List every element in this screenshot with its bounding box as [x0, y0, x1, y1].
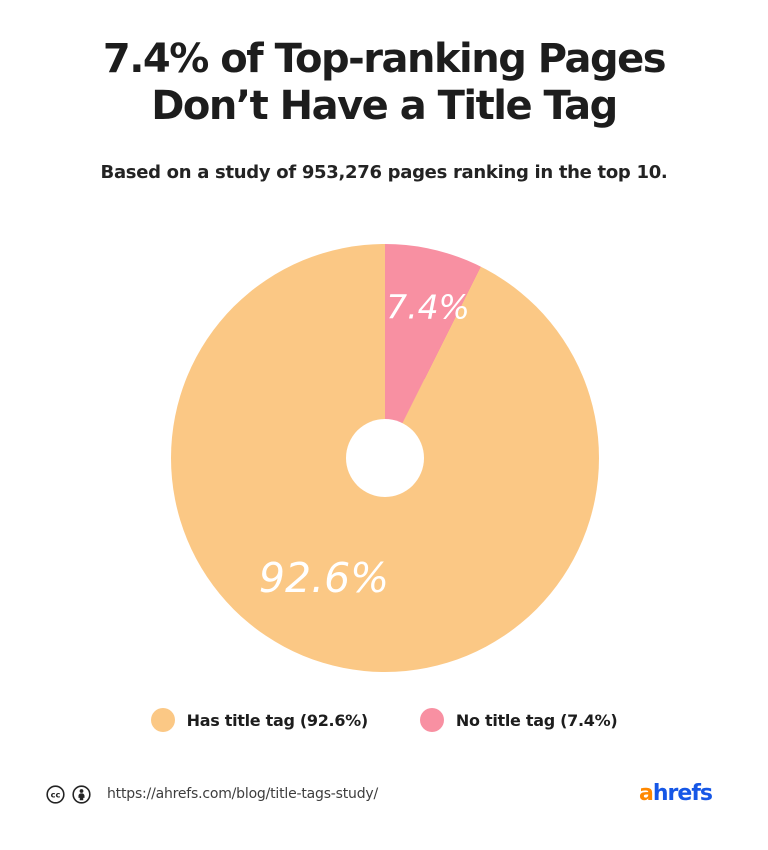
donut-hole — [346, 419, 424, 497]
ahrefs-logo-hrefs: hrefs — [652, 781, 713, 806]
legend-swatch-has-title-tag — [150, 708, 175, 732]
cc-by-icon — [72, 784, 91, 804]
ahrefs-logo: ahrefs — [639, 781, 713, 806]
legend-item-no-title-tag: No title tag (7.4%) — [419, 708, 618, 732]
chart-subtitle: Based on a study of 953,276 pages rankin… — [100, 162, 668, 183]
chart-title: 7.4% of Top-ranking Pages Don’t Have a Ti… — [0, 36, 768, 130]
legend: Has title tag (92.6%) No title tag (7.4%… — [0, 708, 768, 732]
chart-title-line1: 7.4% of Top-ranking Pages — [102, 36, 667, 82]
svg-text:cc: cc — [51, 789, 61, 799]
chart-title-line2: Don’t Have a Title Tag — [151, 83, 618, 130]
source-url-link[interactable]: https://ahrefs.com/blog/title-tags-study… — [107, 786, 379, 802]
legend-label-no-title-tag: No title tag (7.4%) — [455, 710, 618, 730]
slice-label-no-title-tag: 7.4% — [386, 287, 470, 327]
slice-label-has-title-tag: 92.6% — [258, 554, 390, 602]
legend-item-has-title-tag: Has title tag (92.6%) — [150, 708, 369, 732]
legend-swatch-no-title-tag — [419, 708, 444, 732]
donut-chart: 7.4% 92.6% — [171, 244, 599, 672]
ahrefs-logo-a: a — [639, 781, 654, 806]
cc-icon: cc — [46, 784, 65, 804]
footer: cc https://ahrefs.com/blog/title-tags-st… — [0, 776, 768, 812]
legend-label-has-title-tag: Has title tag (92.6%) — [186, 710, 369, 730]
license-attribution: cc https://ahrefs.com/blog/title-tags-st… — [46, 784, 379, 804]
